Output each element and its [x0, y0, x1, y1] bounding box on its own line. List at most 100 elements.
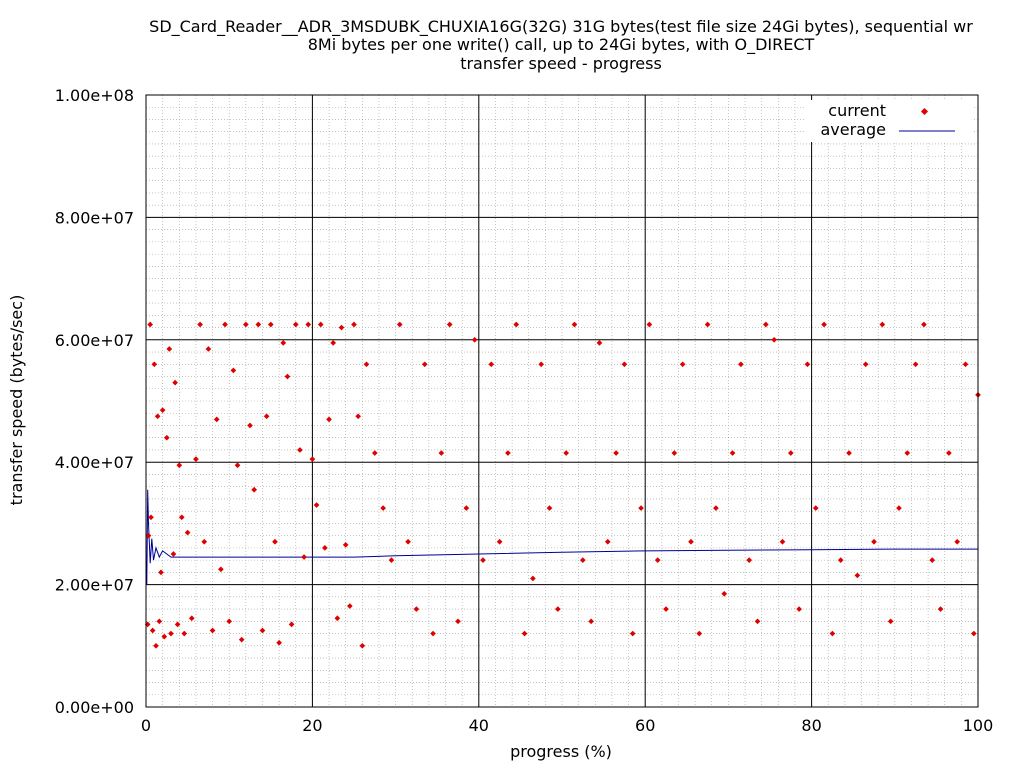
current-point [713, 505, 719, 511]
current-point [629, 630, 636, 637]
chart-title: SD_Card_Reader__ADR_3MSDUBK_CHUXIA16G(32… [149, 17, 973, 73]
current-point [297, 447, 303, 453]
current-point [688, 538, 694, 545]
current-point [184, 529, 191, 536]
current-point [201, 538, 208, 545]
current-point [396, 321, 403, 328]
legend: current average [805, 100, 973, 142]
current-point [912, 361, 919, 368]
current-point [588, 618, 594, 625]
current-point [929, 557, 936, 563]
current-point [621, 361, 628, 368]
current-point [238, 636, 245, 643]
current-point [480, 557, 486, 563]
y-tick-label: 1.00e+08 [55, 86, 134, 105]
current-point [205, 346, 212, 352]
current-point [251, 486, 257, 493]
current-point [292, 321, 299, 328]
title-line-2: 8Mi bytes per one write() call, up to 24… [308, 35, 815, 55]
current-point [546, 505, 553, 511]
current-point [230, 367, 237, 374]
x-tick-label: 0 [141, 716, 151, 735]
current-point [896, 505, 902, 511]
y-tick-label: 0.00e+00 [55, 698, 134, 717]
current-point [638, 505, 644, 511]
current-point [862, 361, 869, 368]
current-point [176, 462, 183, 469]
current-point [347, 603, 353, 609]
current-point [521, 630, 528, 637]
current-point [937, 606, 944, 612]
current-point [879, 321, 886, 328]
current-point [247, 422, 253, 429]
current-point [188, 615, 195, 622]
current-point [284, 373, 291, 380]
current-point [148, 514, 154, 521]
current-point [488, 361, 495, 368]
current-point [234, 462, 241, 469]
x-axis-label: progress (%) [510, 742, 612, 761]
legend-background [805, 100, 973, 142]
x-tick-label: 80 [801, 716, 821, 735]
current-point [729, 450, 736, 456]
current-point [604, 538, 611, 545]
current-point [161, 633, 168, 640]
current-point [738, 361, 744, 368]
y-tick-labels: 0.00e+00 2.00e+07 4.00e+07 6.00e+07 8.00e+07… [55, 86, 134, 717]
current-point [471, 336, 478, 343]
current-point [305, 321, 312, 328]
current-point [505, 450, 511, 456]
current-point [158, 569, 164, 576]
current-point [154, 413, 161, 420]
current-point [178, 514, 185, 521]
current-point [156, 618, 163, 625]
current-point [259, 627, 266, 634]
current-point [513, 321, 520, 328]
current-point [330, 340, 337, 346]
current-point [359, 642, 366, 649]
current-series [144, 321, 981, 649]
current-point [255, 321, 262, 328]
x-tick-label: 20 [302, 716, 322, 735]
current-point [413, 606, 420, 612]
current-point [829, 630, 836, 637]
current-point [846, 450, 852, 456]
legend-label-average: average [821, 120, 887, 139]
current-point [380, 505, 386, 511]
average-line [146, 489, 978, 585]
current-point [147, 321, 153, 328]
current-point [671, 450, 678, 456]
current-point [170, 551, 177, 557]
current-point [280, 340, 287, 346]
current-point [904, 450, 911, 456]
current-point [530, 575, 536, 582]
current-point [301, 554, 307, 560]
current-point [174, 621, 181, 628]
current-point [812, 505, 819, 511]
current-point [679, 361, 686, 368]
current-point [821, 321, 827, 328]
current-point [804, 361, 811, 368]
current-point [555, 606, 561, 612]
current-point [193, 456, 199, 462]
x-tick-label: 40 [469, 716, 489, 735]
x-tick-label: 100 [963, 716, 994, 735]
x-tick-labels: 0 20 40 60 80 100 [141, 716, 993, 735]
y-tick-label: 4.00e+07 [55, 453, 134, 472]
current-point [166, 346, 173, 352]
current-point [455, 618, 461, 625]
current-point [921, 321, 927, 328]
current-point [962, 361, 969, 368]
current-point [771, 336, 777, 343]
current-point [763, 321, 769, 328]
current-point [243, 321, 249, 328]
current-point [181, 630, 188, 637]
current-point [288, 621, 295, 628]
current-point [579, 557, 586, 563]
current-point [430, 630, 436, 637]
current-point [754, 618, 761, 625]
current-point [496, 538, 503, 545]
legend-label-current: current [828, 101, 886, 120]
